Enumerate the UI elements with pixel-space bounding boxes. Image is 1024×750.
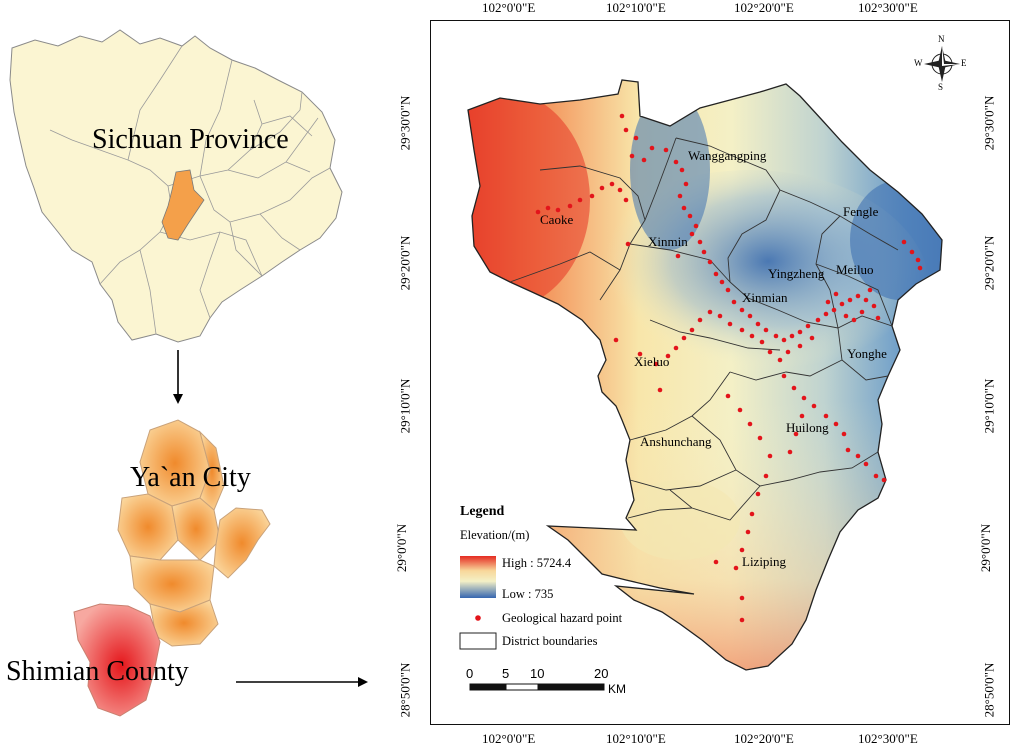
compass-e: E — [961, 58, 967, 68]
town-label: Caoke — [540, 212, 574, 227]
right-tick: 29°30'0"N — [981, 95, 997, 151]
left-tick: 29°0'0"N — [394, 523, 410, 573]
hazard-points — [535, 113, 923, 623]
left-tick: 29°10'0"N — [397, 378, 413, 434]
top-tick: 102°30'0"E — [858, 0, 918, 15]
top-tick: 102°0'0"E — [482, 0, 536, 15]
compass-s: S — [938, 82, 944, 92]
town-label: Xinmin — [648, 234, 688, 249]
bottom-tick: 102°30'0"E — [858, 731, 918, 746]
town-label: Huilong — [786, 420, 829, 435]
town-label: Fengle — [843, 204, 879, 219]
scale-label: 5 — [502, 666, 510, 681]
bottom-tick: 102°10'0"E — [606, 731, 666, 746]
bottom-tick: 102°0'0"E — [482, 731, 536, 746]
legend-elevation-ramp — [460, 556, 496, 598]
town-label: Xinmian — [742, 290, 788, 305]
legend-hazard-label: Geological hazard point — [502, 611, 623, 625]
yaan-city-map — [117, 419, 271, 647]
legend-elevation-label: Elevation/(m) — [460, 528, 530, 542]
yaan-in-sichuan — [161, 169, 205, 241]
right-tick: 29°0'0"N — [978, 523, 994, 573]
right-tick: 29°10'0"N — [981, 378, 997, 434]
shimian-county-shape — [73, 603, 161, 717]
overview-maps — [9, 29, 368, 717]
town-label: Xieluo — [634, 354, 670, 369]
city-label: Ya`an City — [130, 462, 251, 493]
left-tick: 28°50'0"N — [397, 662, 413, 718]
compass-n: N — [938, 34, 945, 44]
map-frame — [430, 20, 1010, 725]
legend-title: Legend — [460, 504, 505, 519]
top-tick: 102°20'0"E — [734, 0, 794, 15]
district-boundaries — [509, 137, 899, 521]
scale-label: 0 — [466, 666, 474, 681]
top-tick: 102°10'0"E — [606, 0, 666, 15]
legend-low-label: Low : 735 — [502, 587, 554, 601]
scale-bar — [469, 683, 605, 691]
legend-high-label: High : 5724.4 — [502, 556, 572, 570]
town-label: Yingzheng — [768, 266, 825, 281]
town-label: Yonghe — [847, 346, 887, 361]
legend-hazard-symbol — [475, 615, 481, 621]
town-label: Liziping — [742, 554, 787, 569]
legend-boundary-label: District boundaries — [502, 634, 598, 648]
compass-w: W — [914, 58, 923, 68]
legend-boundary-symbol — [459, 632, 497, 650]
right-tick: 29°20'0"N — [981, 235, 997, 291]
town-label: Meiluo — [836, 262, 874, 277]
left-tick: 29°20'0"N — [397, 235, 413, 291]
bottom-tick: 102°20'0"E — [734, 731, 794, 746]
county-label: Shimian County — [6, 656, 189, 687]
province-label: Sichuan Province — [92, 124, 289, 155]
left-tick: 29°30'0"N — [397, 95, 413, 151]
elevation-map — [459, 46, 960, 691]
scale-unit: KM — [608, 682, 626, 696]
right-tick: 28°50'0"N — [981, 662, 997, 718]
town-label: Wanggangping — [688, 148, 767, 163]
scale-label: 10 — [530, 666, 545, 681]
town-label: Anshunchang — [640, 434, 712, 449]
compass-icon — [924, 46, 960, 82]
scale-label: 20 — [594, 666, 609, 681]
